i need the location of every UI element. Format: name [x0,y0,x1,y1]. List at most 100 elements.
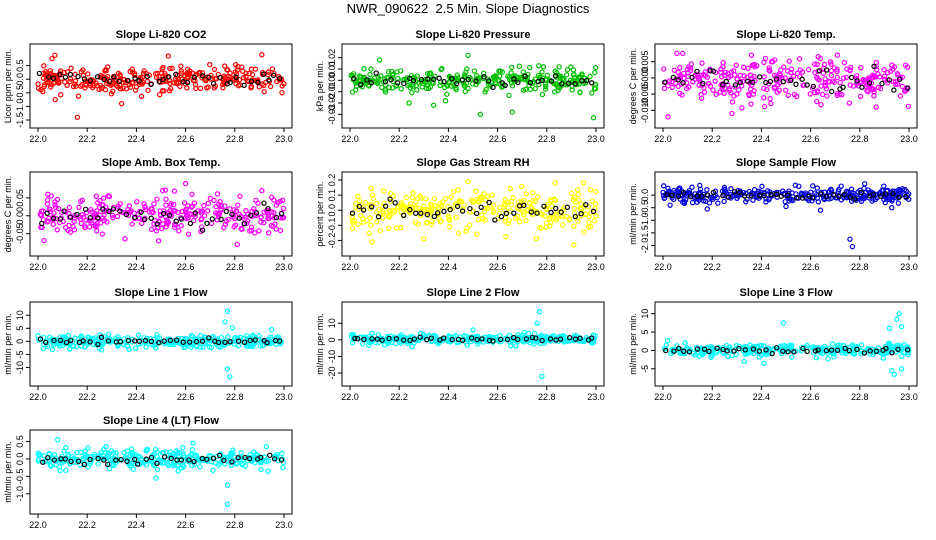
reference-point [883,345,889,352]
data-point [183,336,190,342]
data-point [669,195,675,201]
reference-point [848,74,855,81]
data-point [780,64,787,70]
data-point [127,68,133,75]
data-point [820,70,827,76]
data-point [52,199,58,205]
data-point [521,197,527,204]
data-point [548,219,554,226]
data-point [106,81,112,87]
data-point [858,350,864,357]
data-point [206,341,212,347]
data-point [67,346,73,352]
reference-point [191,74,197,80]
data-point [61,69,67,76]
data-point [367,71,373,78]
data-point [100,74,106,80]
outlier-point [581,180,587,186]
data-point [578,213,584,219]
data-point [177,83,183,90]
reference-point [424,211,431,218]
data-point [56,343,63,349]
data-point [888,345,894,351]
x-tick-label: 22.6 [802,134,820,144]
reference-point [707,68,713,74]
data-point [224,66,230,73]
data-point [701,71,707,78]
data-point [869,86,876,93]
data-point [398,209,404,215]
data-point [839,350,845,356]
data-point [242,463,248,469]
reference-point [895,346,901,352]
reference-point [434,210,441,216]
y-tick-label: -5 [640,365,650,373]
reference-point [141,216,148,223]
data-point [65,227,71,234]
data-point [698,91,704,98]
y-axis-label: ml/min per min. [3,313,13,375]
data-point [386,84,392,91]
data-point [592,201,599,207]
data-point [664,337,671,344]
reference-point [810,83,817,90]
data-point [178,68,185,74]
data-point [771,85,778,92]
data-point [151,342,157,349]
reference-point [154,460,160,467]
data-point [134,198,140,205]
reference-point [867,348,873,354]
reference-point [116,78,122,85]
data-point [128,446,135,452]
x-tick-label: 22.6 [177,262,195,272]
reference-point [890,190,896,197]
data-point [161,341,168,347]
reference-point [352,335,358,342]
data-point [502,197,508,203]
data-point [237,193,243,200]
data-point [168,85,174,92]
reference-point [804,348,810,355]
reference-point [358,81,364,88]
y-axis-label: Licor ppm per min. [3,49,13,124]
data-point [450,188,457,195]
x-tick-label: 22.2 [703,392,721,402]
data-point [252,460,258,466]
data-point [124,455,131,462]
data-point [77,83,84,89]
data-point [520,87,527,93]
reference-point [186,339,193,345]
reference-point [481,74,487,80]
reference-point [67,71,74,78]
reference-point [364,77,370,83]
data-point [792,182,799,188]
outlier-point [52,96,58,103]
outlier-point [406,100,412,106]
x-tick-label: 22.6 [177,520,195,530]
data-point [854,81,860,87]
plot-frame [341,171,605,257]
data-point [899,353,905,359]
data-point [412,219,419,226]
reference-point [428,335,434,341]
data-point [453,86,459,93]
data-point [836,186,842,193]
outlier-point [780,320,787,326]
x-tick-label: 22.6 [489,392,507,402]
data-point [728,186,734,192]
data-point [684,85,690,92]
data-point [105,64,111,70]
reference-point [148,454,155,461]
reference-point [227,339,233,345]
outlier-point [886,325,893,332]
data-point [839,91,845,98]
outlier-point [465,52,471,59]
plot-frame [341,301,605,387]
reference-point [479,336,485,342]
reference-point [132,214,138,221]
data-point [382,89,389,95]
data-point [899,83,906,90]
data-point [175,468,181,474]
data-point [471,68,478,74]
reference-point [125,77,131,84]
